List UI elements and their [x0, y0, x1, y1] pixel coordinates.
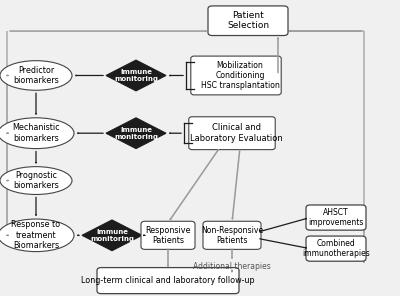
Text: Predictor
biomarkers: Predictor biomarkers — [13, 66, 59, 85]
Text: Long-term clinical and laboratory follow-up: Long-term clinical and laboratory follow… — [81, 276, 255, 285]
Text: Prognostic
biomarkers: Prognostic biomarkers — [13, 171, 59, 190]
Text: Combined
immunotherapies: Combined immunotherapies — [302, 239, 370, 258]
FancyBboxPatch shape — [97, 268, 239, 294]
Polygon shape — [82, 220, 142, 251]
Text: Immune
monitoring: Immune monitoring — [114, 69, 158, 82]
Text: Mobilization
Conditioning
HSC transplantation: Mobilization Conditioning HSC transplant… — [200, 61, 280, 90]
FancyBboxPatch shape — [208, 6, 288, 36]
Text: Patient
Selection: Patient Selection — [227, 11, 269, 30]
Polygon shape — [106, 60, 166, 91]
Text: Immune
monitoring: Immune monitoring — [114, 127, 158, 140]
Ellipse shape — [0, 219, 74, 252]
Ellipse shape — [0, 118, 74, 149]
FancyBboxPatch shape — [191, 56, 281, 95]
Text: AHSCT
improvements: AHSCT improvements — [308, 208, 364, 227]
Ellipse shape — [0, 167, 72, 194]
FancyBboxPatch shape — [203, 221, 261, 249]
Text: Non-Responsive
Patients: Non-Responsive Patients — [201, 226, 263, 245]
FancyBboxPatch shape — [141, 221, 195, 249]
FancyBboxPatch shape — [189, 117, 275, 149]
Text: Additional therapies: Additional therapies — [193, 262, 271, 271]
Ellipse shape — [0, 61, 72, 90]
Text: Immune
monitoring: Immune monitoring — [90, 229, 134, 242]
Polygon shape — [106, 118, 166, 149]
Text: Clinical and
Laboratory Evaluation: Clinical and Laboratory Evaluation — [190, 123, 282, 143]
FancyBboxPatch shape — [306, 205, 366, 230]
FancyBboxPatch shape — [306, 236, 366, 261]
Text: Responsive
Patients: Responsive Patients — [145, 226, 191, 245]
Text: Mechanistic
biomarkers: Mechanistic biomarkers — [12, 123, 60, 143]
Text: Response to
treatment
Biomarkers: Response to treatment Biomarkers — [12, 221, 60, 250]
